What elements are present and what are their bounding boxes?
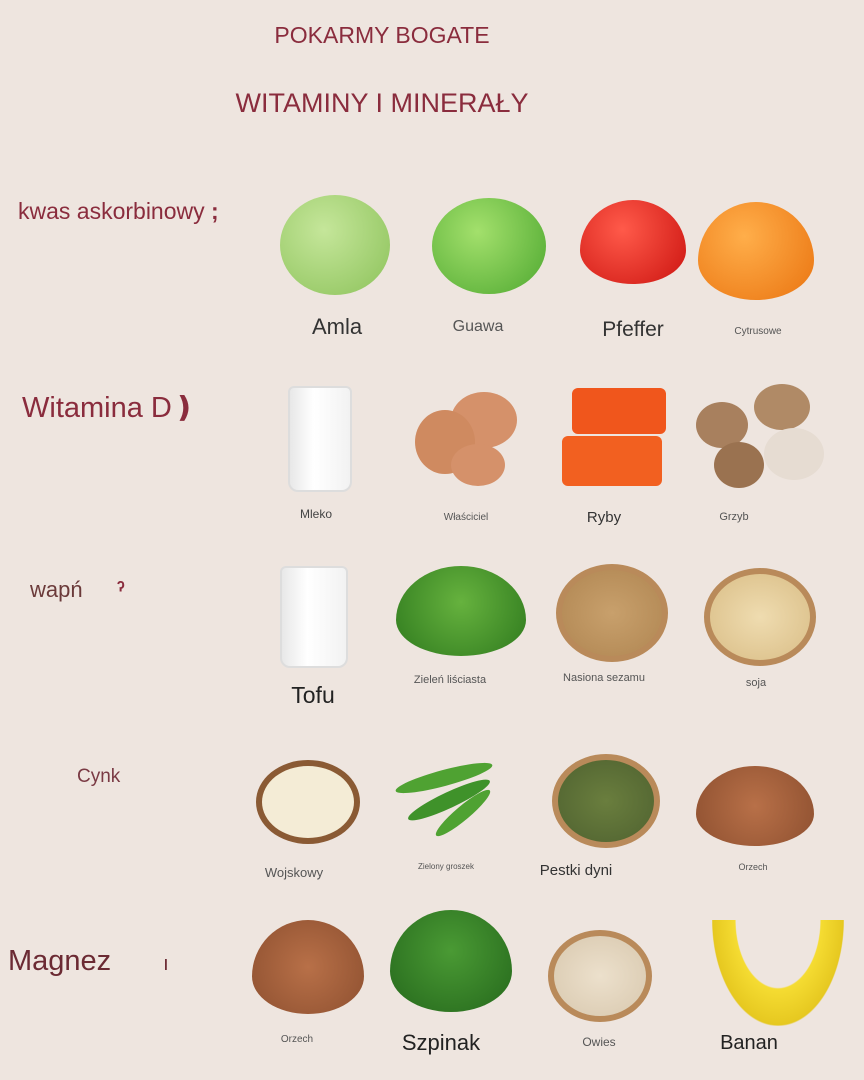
food-label: Guawa bbox=[452, 318, 504, 335]
food-label: Amla bbox=[311, 314, 363, 339]
oats-bowl-icon bbox=[548, 930, 652, 1022]
food-label: Mleko bbox=[299, 507, 333, 521]
food-label: Wojskowy bbox=[264, 865, 324, 880]
red-pepper-icon bbox=[580, 200, 686, 284]
milk-glass-icon bbox=[288, 386, 352, 492]
food-label: Cytrusowe bbox=[734, 326, 782, 337]
fish-icon bbox=[562, 388, 668, 488]
nuts-icon bbox=[252, 920, 364, 1014]
row-label-zinc: Cynk bbox=[77, 766, 121, 787]
food-label: Grzyb bbox=[719, 511, 749, 523]
row-marker: ˀ bbox=[116, 577, 125, 602]
row-label-text: wapń bbox=[30, 577, 83, 602]
food-label: Banan bbox=[720, 1032, 778, 1054]
food-label: Właściciel bbox=[443, 512, 489, 523]
spinach-icon bbox=[390, 910, 512, 1012]
title-line-2: WITAMINY I MINERAŁY bbox=[235, 88, 529, 118]
soy-bowl-icon bbox=[704, 568, 816, 666]
row-label-text: Magnez bbox=[8, 945, 112, 977]
food-label: Owies bbox=[582, 1035, 616, 1049]
food-label: Orzech bbox=[738, 862, 768, 872]
mushrooms-icon bbox=[696, 384, 826, 490]
green-peas-icon bbox=[388, 757, 508, 841]
banana-icon bbox=[712, 920, 844, 1026]
food-label: Zieleń liściasta bbox=[413, 674, 487, 686]
food-label: Ryby bbox=[586, 509, 622, 526]
row-marker: ı bbox=[163, 953, 169, 975]
food-label: Zielony groszek bbox=[417, 862, 475, 871]
row-label-text: kwas askorbinowy bbox=[18, 198, 205, 224]
food-label: Nasiona sezamu bbox=[563, 672, 645, 684]
leafy-greens-icon bbox=[396, 566, 526, 656]
row-label-vitamin-c: kwas askorbinowy ; bbox=[18, 198, 219, 225]
food-label: Pestki dyni bbox=[539, 862, 613, 879]
sesame-bowl-icon bbox=[556, 564, 668, 662]
row-marker: ; bbox=[211, 198, 219, 224]
food-label: Pfeffer bbox=[602, 318, 664, 341]
title-line-1: POKARMY BOGATE bbox=[274, 22, 490, 48]
row-label-calcium: wapń ˀ bbox=[30, 577, 125, 603]
nuts-icon bbox=[696, 766, 814, 846]
row-label-vitamin-d: Witamina D❫ bbox=[22, 390, 196, 425]
guava-icon bbox=[432, 198, 546, 294]
food-label: Szpinak bbox=[401, 1030, 481, 1055]
milk-glass-icon bbox=[280, 566, 348, 668]
amla-icon bbox=[280, 195, 390, 295]
food-label: Tofu bbox=[291, 682, 335, 708]
food-label: Orzech bbox=[280, 1034, 314, 1045]
food-label: soja bbox=[745, 677, 767, 689]
tofu-bowl-icon bbox=[256, 760, 360, 844]
orange-pepper-icon bbox=[698, 202, 814, 300]
row-label-magnesium: Magnez ı bbox=[8, 945, 169, 978]
pumpkin-seeds-bowl-icon bbox=[552, 754, 660, 848]
row-marker: ❫ bbox=[171, 392, 197, 424]
row-label-text: Witamina D bbox=[22, 392, 172, 424]
eggs-icon bbox=[415, 392, 520, 488]
